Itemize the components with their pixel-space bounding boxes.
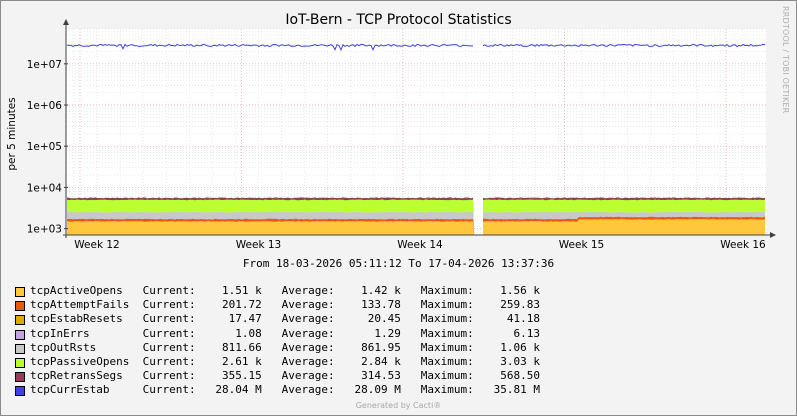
x-tick-labels: Week 12 Week 13 Week 14 Week 15 Week 16	[74, 239, 766, 251]
tcpActiveOpens-area	[67, 219, 765, 235]
axes	[63, 19, 776, 238]
y-tick-label: 1e+05	[27, 141, 62, 153]
stacked-areas	[67, 198, 765, 235]
y-tick-label: 1e+07	[27, 59, 62, 71]
tcpCurrEstab-line	[66, 43, 766, 52]
legend-entry: tcpInErrs Current: 1.08 Average: 1.29 Ma…	[30, 326, 540, 340]
chart-title: IoT-Bern - TCP Protocol Statistics	[285, 12, 512, 28]
y-tick-label: 1e+04	[27, 182, 63, 194]
date-range: From 18-03-2026 05:11:12 To 17-04-2026 1…	[242, 257, 555, 270]
series-lines	[66, 43, 766, 200]
legend-entry: tcpActiveOpens Current: 1.51 k Average: …	[30, 284, 540, 297]
legend-swatch	[15, 343, 25, 354]
tcpRetransSegs-line	[66, 197, 766, 200]
legend-swatch	[15, 386, 25, 397]
x-tick-label: Week 15	[559, 239, 604, 251]
y-tick-labels: 1e+03 1e+04 1e+05 1e+06 1e+07	[27, 59, 68, 236]
x-tick-label: Week 14	[397, 239, 443, 251]
x-tick-label: Week 13	[236, 239, 281, 251]
legend-entry: tcpEstabResets Current: 17.47 Average: 2…	[30, 312, 540, 326]
y-axis-label: per 5 minutes	[6, 97, 18, 170]
legend-entry: tcpPassiveOpens Current: 2.61 k Average:…	[30, 354, 540, 368]
legend-swatch	[15, 301, 25, 312]
legend-swatch	[15, 357, 25, 368]
legend-entry: tcpCurrEstab Current: 28.04 M Average: 2…	[30, 383, 540, 397]
legend-entry: tcpAttemptFails Current: 201.72 Average:…	[30, 298, 540, 312]
legend-entry: tcpOutRsts Current: 811.66 Average: 861.…	[30, 340, 540, 354]
y-tick-label: 1e+06	[27, 100, 63, 112]
legend-swatch	[15, 372, 25, 383]
y-tick-label: 1e+03	[27, 224, 62, 236]
legend-swatch	[15, 329, 25, 340]
legend-swatch	[15, 287, 25, 297]
rrdtool-watermark: RRDTOOL / TOBI OETIKER	[781, 6, 790, 114]
legend-swatch	[15, 315, 25, 326]
y-axis-arrow	[63, 19, 69, 25]
x-tick-label: Week 16	[720, 239, 766, 251]
generated-by: Generated by Cacti®	[355, 401, 442, 410]
x-axis-arrow	[770, 232, 776, 238]
legend-entry: tcpRetransSegs Current: 355.15 Average: …	[30, 369, 540, 383]
x-tick-label: Week 12	[74, 239, 119, 251]
